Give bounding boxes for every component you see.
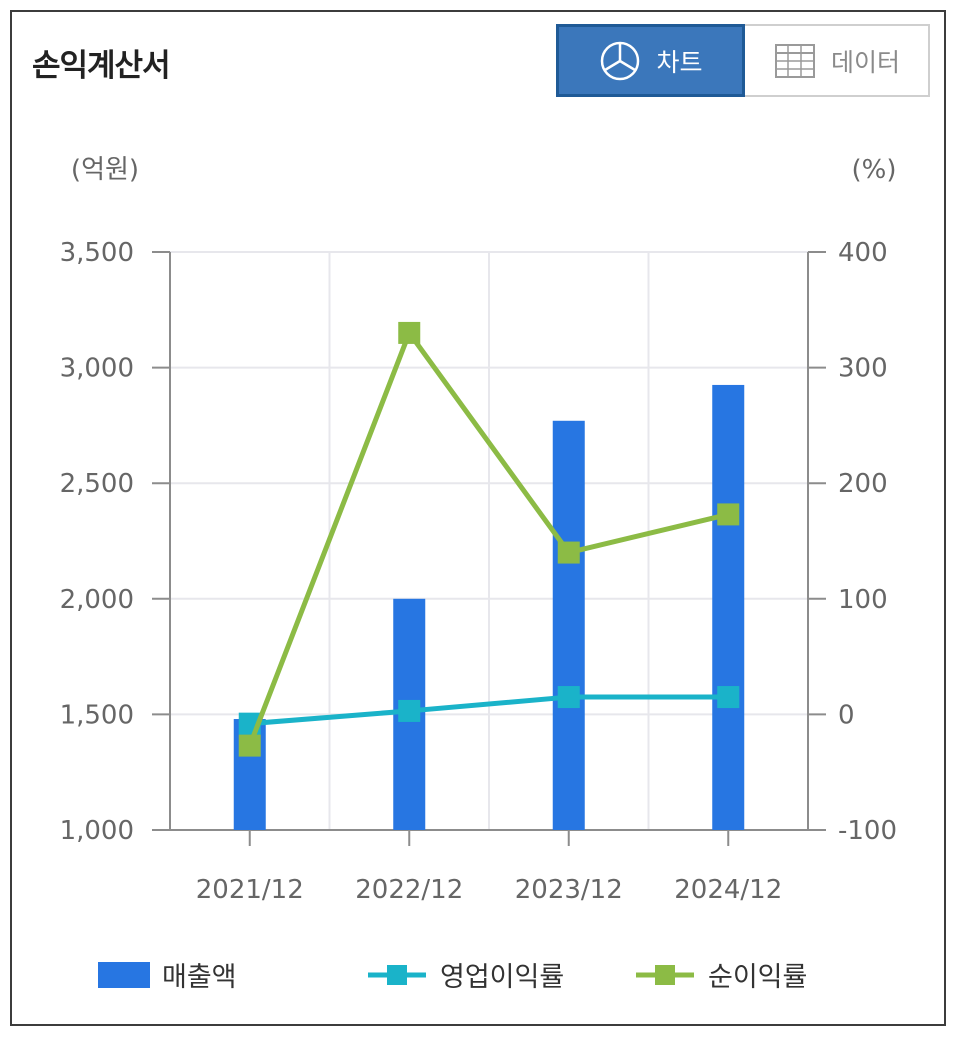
left-axis-unit: (억원): [71, 155, 139, 185]
line-operating-margin: [249, 694, 729, 727]
page-title: 손익계산서: [32, 48, 171, 84]
point-operating-margin: [557, 686, 580, 709]
bar-revenue: [712, 384, 745, 830]
legend-item-operating-margin: 영업이익률: [366, 955, 564, 994]
legend-swatch-operating-margin: [368, 964, 426, 985]
point-net-margin: [717, 503, 740, 526]
right-axis-tick-label: 200: [838, 469, 888, 499]
point-net-margin: [557, 541, 580, 564]
chart-view-button[interactable]: 차트: [556, 24, 745, 97]
legend-swatch-net-margin: [636, 964, 694, 985]
left-axis-tick-label: 3,500: [60, 238, 134, 268]
pie-chart-icon: [598, 39, 642, 83]
legend-item-net-margin: 순이익률: [634, 955, 807, 994]
line-net-margin: [247, 330, 729, 747]
left-axis-tick-label: 2,500: [60, 469, 134, 499]
data-view-label: 데이터: [830, 47, 900, 77]
legend-label-revenue: 매출액: [162, 962, 237, 993]
right-axis-tick-label: 400: [838, 238, 888, 268]
legend-label-operating-margin: 영업이익률: [440, 962, 565, 993]
point-operating-margin: [398, 699, 421, 722]
table-grid-icon: [773, 39, 817, 83]
data-view-button[interactable]: 데이터: [745, 24, 930, 97]
view-toggle: 차트 데이터: [556, 24, 930, 97]
point-net-margin: [398, 321, 421, 344]
chart-legend: 매출액 영업이익률 순이익률: [0, 955, 960, 999]
chart-view-label: 차트: [656, 47, 703, 77]
x-axis-tick-label: 2021/12: [196, 875, 304, 905]
left-axis-tick-label: 3,000: [60, 354, 134, 384]
chart-panel: [10, 10, 946, 1026]
left-axis-tick-label: 2,000: [60, 585, 134, 615]
bar-revenue: [552, 420, 585, 830]
legend-item-revenue: 매출액: [98, 955, 237, 994]
right-axis-tick-label: -100: [838, 816, 897, 846]
x-axis-tick-label: 2023/12: [515, 875, 623, 905]
left-axis-tick-label: 1,500: [60, 700, 134, 730]
point-operating-margin: [717, 686, 740, 709]
point-net-margin: [238, 734, 261, 757]
right-axis-tick-label: 300: [838, 354, 888, 384]
legend-label-net-margin: 순이익률: [708, 962, 808, 993]
right-axis-tick-label: 100: [838, 585, 888, 615]
left-axis-tick-label: 1,000: [60, 816, 134, 846]
x-axis-tick-label: 2024/12: [674, 875, 782, 905]
right-axis-tick-label: 0: [838, 700, 855, 730]
x-axis-tick-label: 2022/12: [355, 875, 463, 905]
legend-swatch-revenue: [98, 961, 150, 988]
right-axis-unit: (%): [852, 155, 897, 185]
